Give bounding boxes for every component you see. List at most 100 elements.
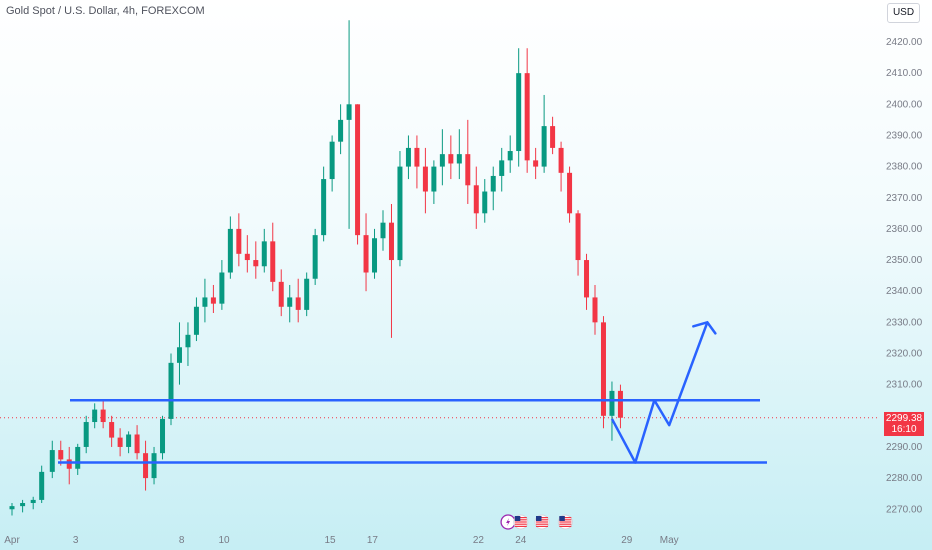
candle-down [584, 260, 590, 298]
flag-canton [536, 516, 542, 521]
candle-down [473, 185, 479, 214]
candle-up [83, 422, 89, 447]
candle-down [575, 213, 581, 261]
y-tick-label: 2360.00 [886, 224, 923, 235]
y-tick-label: 2370.00 [886, 193, 923, 204]
x-tick-label: 17 [367, 535, 379, 546]
candle-up [439, 154, 445, 167]
candle-up [185, 334, 191, 348]
candle-up [30, 499, 36, 504]
candle-down [295, 297, 301, 310]
candle-up [380, 222, 386, 239]
candle-up [126, 434, 132, 447]
candle-up [507, 151, 513, 161]
projection-path [610, 321, 709, 464]
last-price-badge: 2299.38 16:10 [884, 412, 924, 436]
y-tick-label: 2330.00 [886, 317, 923, 328]
candle-up [516, 73, 522, 152]
flag-stripe [536, 525, 548, 527]
candle-down [210, 297, 216, 304]
bar-countdown: 16:10 [891, 424, 917, 435]
candle-up [490, 175, 496, 192]
candle-down [253, 260, 259, 267]
candle-up [541, 126, 547, 167]
y-tick-label: 2290.00 [886, 442, 923, 453]
candle-down [533, 160, 539, 167]
flag-stripe [514, 517, 527, 519]
flag-stripe [559, 521, 572, 523]
drawings[interactable] [58, 320, 767, 464]
flag-stripe [536, 521, 548, 523]
candle-up [151, 453, 157, 479]
event-markers[interactable] [500, 514, 573, 530]
candle-up [9, 506, 15, 510]
candle-down [422, 166, 428, 192]
candle-up [39, 471, 45, 500]
candle-up [20, 503, 26, 507]
candle-up [75, 446, 81, 469]
x-tick-label: 24 [515, 535, 527, 546]
candle-up [168, 362, 174, 419]
candle-down [66, 459, 72, 469]
candle-down [278, 281, 284, 307]
candle-up [312, 235, 318, 279]
candle-up [176, 347, 182, 363]
x-tick-label: 8 [179, 535, 185, 546]
candle-up [405, 147, 411, 167]
candle-up [321, 179, 327, 236]
y-tick-label: 2270.00 [886, 504, 923, 515]
candle-down [109, 422, 115, 438]
currency-button[interactable]: USD [887, 3, 920, 23]
flag-stripe [536, 523, 548, 525]
x-tick-label: 15 [324, 535, 336, 546]
x-tick-label: 29 [621, 535, 633, 546]
flag-stripe [559, 519, 572, 521]
last-price-value: 2299.38 [885, 413, 923, 424]
candle-down [134, 434, 140, 454]
y-tick-label: 2410.00 [886, 68, 923, 79]
candle-up [49, 450, 55, 472]
x-tick-label: 22 [473, 535, 485, 546]
x-tick-label: 3 [73, 535, 79, 546]
flag-canton [559, 516, 565, 521]
candle-up [160, 418, 166, 454]
flag-stripe [536, 519, 548, 521]
candle-down [567, 172, 573, 214]
candle-up [372, 238, 378, 273]
flag-stripe [559, 517, 572, 519]
candle-up [431, 166, 437, 192]
candle-up [219, 272, 225, 304]
flag-stripe [514, 521, 527, 523]
candles [0, 20, 880, 516]
candle-up [92, 409, 98, 423]
candle-down [236, 228, 242, 254]
candle-down [270, 241, 276, 282]
candle-up [261, 241, 267, 267]
arrow-head-icon [692, 320, 717, 335]
candle-up [609, 390, 615, 416]
candle-up [456, 154, 462, 164]
chart-title: Gold Spot / U.S. Dollar, 4h, FOREXCOM [6, 5, 205, 17]
flag-stripe [514, 519, 527, 521]
candle-down [600, 322, 606, 416]
x-tick-label: Apr [4, 535, 20, 546]
candle-up [287, 297, 293, 307]
candle-up [193, 306, 199, 335]
flag-stripe [514, 523, 527, 525]
candle-up [338, 119, 344, 142]
axes: 2270.002280.002290.002300.002310.002320.… [4, 37, 922, 546]
y-tick-label: 2320.00 [886, 349, 923, 360]
y-tick-label: 2400.00 [886, 99, 923, 110]
candle-up [227, 228, 233, 273]
y-tick-label: 2280.00 [886, 473, 923, 484]
candle-down [117, 437, 123, 447]
candle-down [244, 253, 250, 261]
candle-down [414, 147, 420, 167]
candle-down [58, 450, 64, 460]
candle-down [388, 222, 394, 261]
candle-up [482, 191, 488, 214]
flag-stripe [514, 525, 527, 527]
y-tick-label: 2340.00 [886, 286, 923, 297]
